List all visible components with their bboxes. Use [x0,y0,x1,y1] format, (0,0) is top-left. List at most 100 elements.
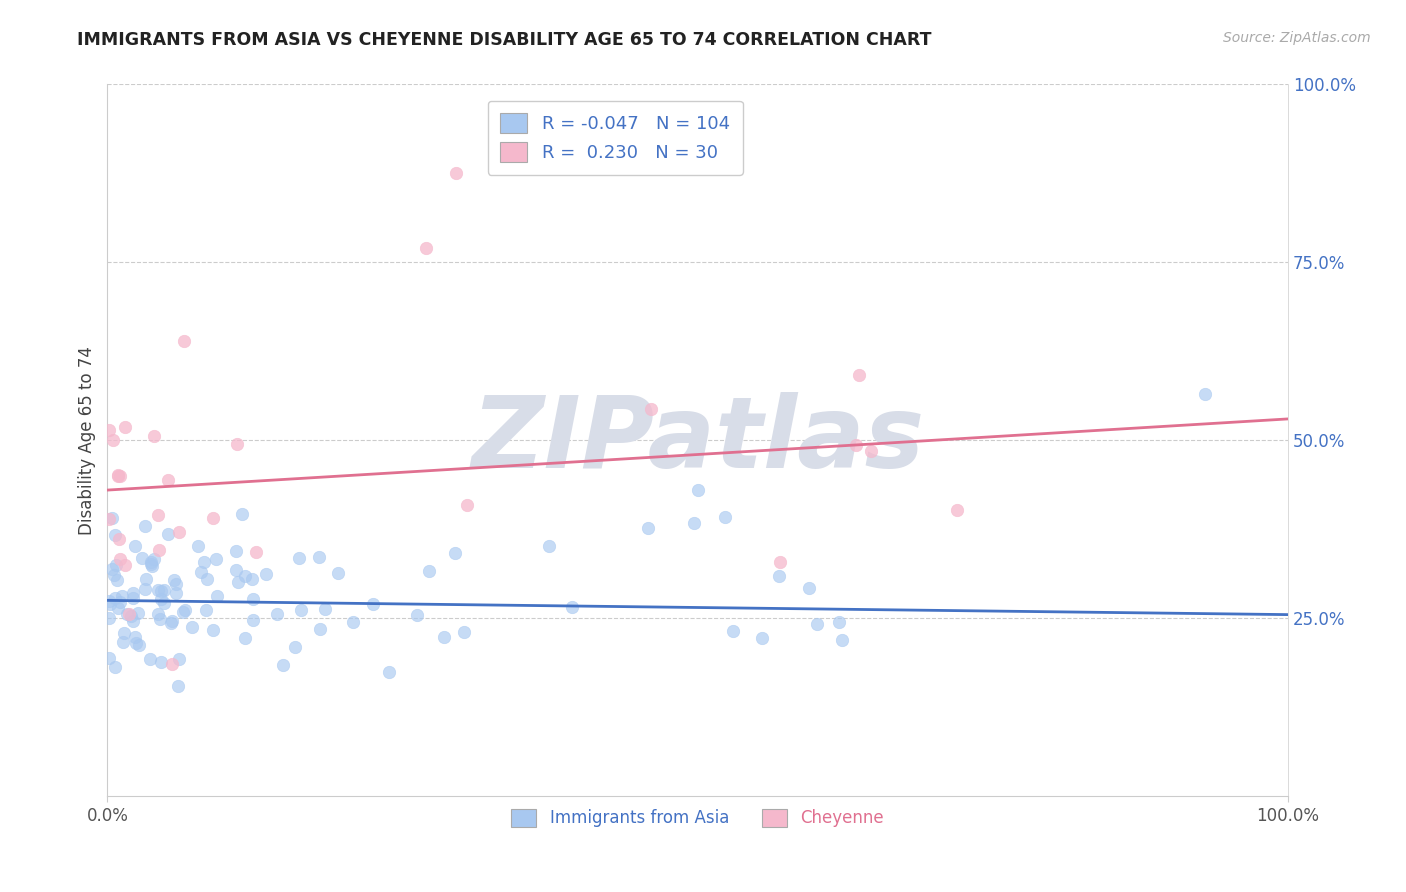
Point [637,521,659,535]
Point [342,615,364,629]
Point [682,516,704,530]
Point [146,583,169,598]
Point [156,526,179,541]
Point [418,565,440,579]
Point [165,577,187,591]
Point [167,652,190,666]
Point [141,555,163,569]
Point [148,508,170,523]
Point [108,595,131,609]
Point [405,608,427,623]
Point [361,598,384,612]
Point [194,603,217,617]
Point [107,468,129,483]
Point [254,566,277,581]
Point [150,591,173,606]
Point [201,511,224,525]
Point [828,615,851,629]
Point [104,558,127,572]
Point [288,551,311,566]
Point [225,543,247,558]
Point [148,543,170,558]
Point [225,437,247,451]
Point [205,589,228,603]
Point [101,511,124,525]
Point [149,612,172,626]
Point [121,614,143,628]
Point [160,614,183,628]
Point [453,624,475,639]
Point [112,626,135,640]
Point [104,660,127,674]
Point [108,469,131,483]
Point [193,555,215,569]
Point [640,402,662,417]
Point [111,589,134,603]
Point [107,469,129,483]
Point [118,607,141,621]
Text: Source: ZipAtlas.com: Source: ZipAtlas.com [1223,31,1371,45]
Point [444,546,467,560]
Point [160,616,183,631]
Point [797,581,820,595]
Point [98,512,121,526]
Point [415,241,437,255]
Point [134,519,156,533]
Point [174,602,197,616]
Point [242,592,264,607]
Point [125,636,148,650]
Point [433,630,456,644]
Point [127,606,149,620]
Point [181,620,204,634]
Legend: Immigrants from Asia, Cheyenne: Immigrants from Asia, Cheyenne [505,802,891,834]
Point [167,524,190,539]
Point [242,614,264,628]
Point [104,528,127,542]
Point [190,565,212,579]
Point [538,539,561,553]
Point [1194,387,1216,401]
Point [165,586,187,600]
Point [721,624,744,638]
Point [115,607,138,622]
Point [197,572,219,586]
Point [686,483,709,497]
Point [173,334,195,348]
Point [162,657,184,672]
Point [150,655,173,669]
Point [713,510,735,524]
Point [290,603,312,617]
Point [97,651,120,665]
Point [139,557,162,571]
Point [561,599,583,614]
Point [131,550,153,565]
Point [751,631,773,645]
Point [163,573,186,587]
Point [768,569,790,583]
Point [98,423,121,437]
Point [122,586,145,600]
Point [769,555,792,569]
Point [153,583,176,598]
Point [153,596,176,610]
Point [134,582,156,596]
Point [240,572,263,586]
Point [120,609,142,624]
Point [226,574,249,589]
Point [97,594,120,608]
Point [135,573,157,587]
Point [104,591,127,605]
Point [148,607,170,621]
Text: ZIPatlas: ZIPatlas [471,392,924,489]
Point [98,598,121,612]
Point [859,444,882,458]
Point [100,562,122,576]
Point [142,429,165,443]
Point [225,563,247,577]
Point [112,635,135,649]
Point [156,474,179,488]
Point [122,591,145,606]
Point [105,573,128,587]
Point [143,552,166,566]
Point [233,631,256,645]
